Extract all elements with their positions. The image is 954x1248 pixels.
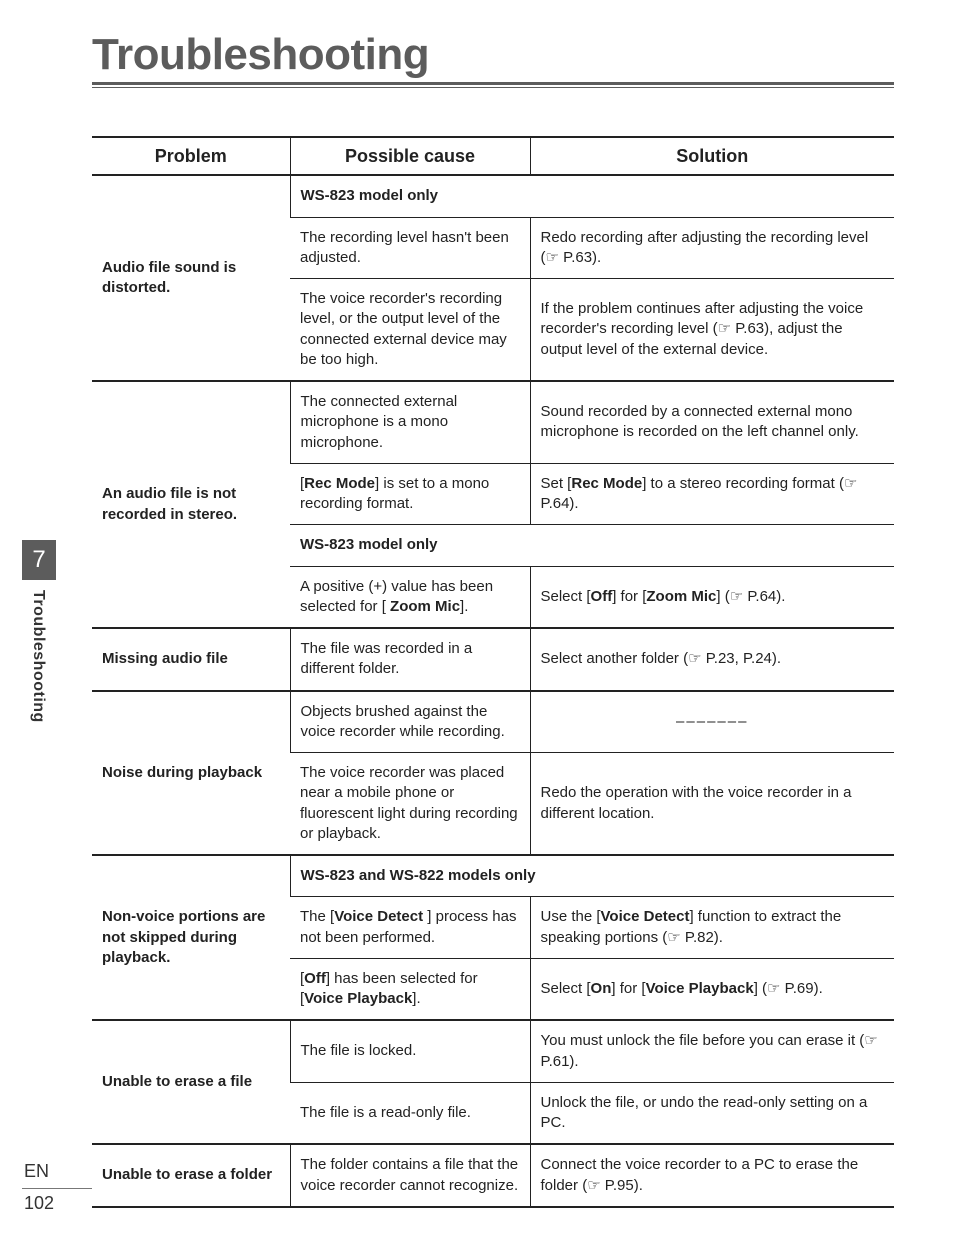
page-number: 102 xyxy=(24,1193,92,1214)
cause-cell: [Rec Mode] is set to a mono recording fo… xyxy=(290,463,530,525)
problem-cell: Noise during playback xyxy=(92,691,290,856)
cause-cell: The [Voice Detect ] process has not been… xyxy=(290,897,530,959)
problem-cell: Unable to erase a folder xyxy=(92,1144,290,1207)
solution-cell: Connect the voice recorder to a PC to er… xyxy=(530,1144,894,1207)
chapter-number-tab: 7 xyxy=(22,540,56,580)
solution-cell: Use the [Voice Detect] function to extra… xyxy=(530,897,894,959)
page-title: Troubleshooting xyxy=(92,30,894,80)
solution-cell: Sound recorded by a connected external m… xyxy=(530,381,894,463)
column-header-solution: Solution xyxy=(530,137,894,175)
column-header-cause: Possible cause xyxy=(290,137,530,175)
title-divider-thin xyxy=(92,87,894,88)
solution-cell: Select [Off] for [Zoom Mic] (☞ P.64). xyxy=(530,566,894,628)
problem-cell: Unable to erase a file xyxy=(92,1020,290,1144)
page-footer: EN 102 xyxy=(22,1161,92,1214)
title-divider-thick xyxy=(92,82,894,85)
solution-cell: You must unlock the file before you can … xyxy=(530,1020,894,1082)
footer-divider xyxy=(22,1188,92,1189)
chapter-sidebar: 7 Troubleshooting xyxy=(22,540,56,723)
solution-cell: Redo recording after adjusting the recor… xyxy=(530,217,894,279)
cause-cell: The file was recorded in a different fol… xyxy=(290,628,530,691)
model-banner: WS-823 and WS-822 models only xyxy=(290,855,894,897)
solution-cell: If the problem continues after adjusting… xyxy=(530,279,894,382)
cause-cell: The file is locked. xyxy=(290,1020,530,1082)
problem-cell: An audio file is not recorded in stereo. xyxy=(92,381,290,628)
cause-cell: The voice recorder was placed near a mob… xyxy=(290,753,530,856)
model-banner: WS-823 model only xyxy=(290,175,894,217)
solution-cell: Select another folder (☞ P.23, P.24). xyxy=(530,628,894,691)
solution-cell: Set [Rec Mode] to a stereo recording for… xyxy=(530,463,894,525)
cause-cell: The voice recorder's recording level, or… xyxy=(290,279,530,382)
problem-cell: Missing audio file xyxy=(92,628,290,691)
troubleshooting-table: ProblemPossible causeSolution Audio file … xyxy=(92,136,894,1208)
solution-cell: ––––––– xyxy=(530,691,894,753)
chapter-number: 7 xyxy=(32,546,45,574)
cause-cell: A positive (+) value has been selected f… xyxy=(290,566,530,628)
problem-cell: Non-voice portions are not skipped durin… xyxy=(92,855,290,1020)
solution-cell: Select [On] for [Voice Playback] (☞ P.69… xyxy=(530,958,894,1020)
chapter-label: Troubleshooting xyxy=(29,590,47,723)
cause-cell: [Off] has been selected for [Voice Playb… xyxy=(290,958,530,1020)
language-code: EN xyxy=(24,1161,92,1182)
cause-cell: The file is a read-only file. xyxy=(290,1082,530,1144)
column-header-problem: Problem xyxy=(92,137,290,175)
solution-cell: Redo the operation with the voice record… xyxy=(530,753,894,856)
cause-cell: The folder contains a file that the voic… xyxy=(290,1144,530,1207)
cause-cell: The recording level hasn't been adjusted… xyxy=(290,217,530,279)
solution-cell: Unlock the file, or undo the read-only s… xyxy=(530,1082,894,1144)
cause-cell: Objects brushed against the voice record… xyxy=(290,691,530,753)
model-banner: WS-823 model only xyxy=(290,525,894,566)
cause-cell: The connected external microphone is a m… xyxy=(290,381,530,463)
problem-cell: Audio file sound is distorted. xyxy=(92,175,290,381)
